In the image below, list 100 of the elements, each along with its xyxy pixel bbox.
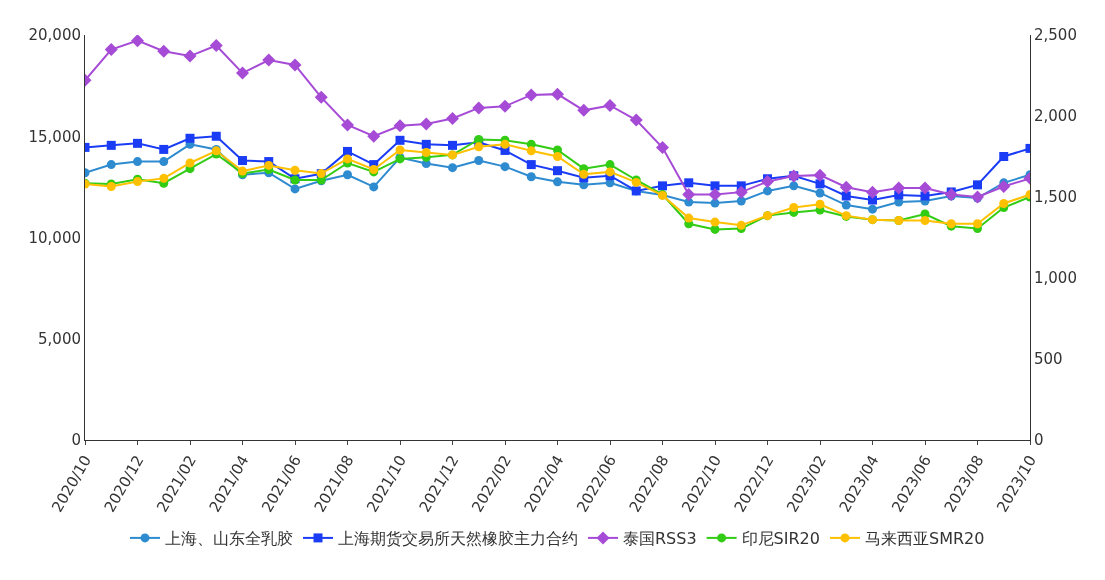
point [288,58,302,72]
point [419,117,433,131]
point [815,179,825,189]
point [577,103,591,117]
point [500,162,510,172]
point [395,135,405,145]
y-tick-label: 20,000 [28,26,81,45]
point [209,39,223,53]
point [658,181,667,191]
point [892,181,906,195]
point [815,199,825,209]
point [474,142,484,152]
point [446,111,459,125]
point [973,180,982,190]
point [815,188,825,198]
point [421,139,431,149]
point [789,203,799,213]
point [736,220,746,230]
y2-tick-label: 500 [1034,350,1063,369]
y2-tick-label: 0 [1034,431,1044,450]
y2-tick-label: 1,500 [1034,188,1077,207]
point [734,185,748,199]
point [868,204,877,214]
point [474,156,484,166]
point [789,181,799,191]
point [106,140,116,150]
point [472,101,486,115]
point [185,158,195,168]
point [761,175,774,189]
y-tick-label: 5,000 [38,330,81,348]
point [367,129,381,143]
point [684,178,694,188]
point [839,180,853,194]
y2-tick-label: 1,000 [1034,269,1077,288]
point [211,131,221,141]
point [448,140,457,150]
point [238,156,247,166]
point [343,154,352,164]
point [290,184,300,194]
point [314,90,328,104]
legend-label: 上海、山东全乳胶 [165,529,293,549]
point [183,49,197,63]
point [973,219,982,229]
point [236,66,249,80]
point [343,170,352,180]
point [553,152,562,161]
point [131,35,144,48]
point [395,145,405,155]
y2-tick-label: 2,500 [1034,26,1077,45]
legend-label: 马来西亚SMR20 [864,529,985,549]
point [682,188,696,202]
point [290,165,300,175]
point [157,44,171,58]
point [603,98,617,112]
point [866,185,879,199]
point [710,181,720,191]
point [106,160,116,170]
point [526,160,536,170]
point [684,213,694,223]
point [526,172,536,182]
point [498,99,512,113]
point [918,181,932,195]
point [841,200,851,210]
point [579,169,589,179]
point [997,179,1011,193]
point [448,163,457,173]
point [813,168,827,182]
point [185,133,195,143]
point [421,147,431,157]
point [262,53,276,67]
point [343,146,352,156]
point [133,157,142,167]
point [159,157,169,167]
point [736,196,746,206]
point [524,88,538,102]
legend-label: 泰国RSS3 [623,529,697,549]
point [526,146,536,156]
point [159,144,169,154]
point [553,177,562,187]
point [341,118,354,132]
point [553,166,562,176]
point [629,113,643,127]
point [763,186,772,196]
point [605,167,615,177]
y-tick-label: 0 [71,431,81,450]
point [710,217,720,227]
y-tick-label: 10,000 [28,228,81,247]
point [999,152,1009,161]
legend-label: 上海期货交易所天然橡胶主力合约 [338,529,578,549]
y2-tick-label: 2,000 [1034,107,1077,126]
point [999,198,1009,208]
point [393,119,407,133]
point [159,173,169,183]
point [920,215,930,225]
point [551,87,564,101]
point [133,138,142,148]
point [369,182,379,192]
point [500,139,510,149]
point [708,188,722,202]
y-tick-label: 15,000 [28,127,81,146]
